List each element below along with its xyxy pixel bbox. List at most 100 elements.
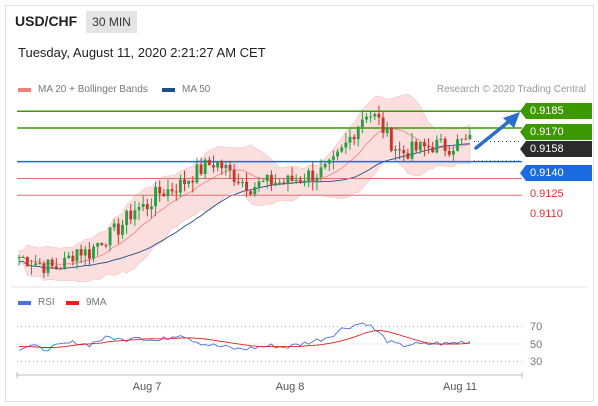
candle-body (42, 263, 46, 273)
candle-body (75, 249, 79, 262)
candle-body (410, 141, 414, 159)
rsi-tick-50: 50 (530, 339, 543, 351)
candle-body (319, 167, 323, 178)
candle-body (104, 245, 108, 247)
price-label-current: 0.9158 (520, 141, 592, 157)
candle-body (418, 142, 422, 151)
candle-body (307, 170, 311, 181)
symbol-title: USD/CHF (15, 13, 78, 29)
copyright-note: Research © 2020 Trading Central (436, 84, 586, 95)
candle-body (145, 204, 149, 210)
candle-body (406, 153, 410, 159)
legend-swatch (18, 300, 31, 305)
candle-body (269, 174, 273, 186)
timeframe-badge[interactable]: 30 MIN (86, 11, 137, 33)
rsi-line (18, 322, 471, 352)
candle-body (21, 257, 25, 259)
candle-body (340, 147, 344, 152)
candle-body (385, 127, 389, 134)
bollinger-band (18, 93, 471, 283)
candle-body (149, 206, 153, 210)
legend-9ma: 9MA (66, 297, 107, 308)
x-tick-aug11: Aug 11 (442, 381, 478, 393)
candle-body (183, 179, 186, 184)
candle-body (224, 165, 228, 169)
candle-body (207, 159, 211, 166)
candle-body (331, 156, 335, 160)
legend-swatch (18, 87, 31, 92)
chart-datetime: Tuesday, August 11, 2020 2:21:27 AM CET (18, 45, 266, 60)
candle-body (282, 182, 286, 184)
candle-body (236, 181, 240, 184)
price-label-support-1: 0.9125 (530, 188, 564, 200)
candle-body (439, 138, 443, 140)
candle-body (125, 210, 129, 225)
candle-body (435, 139, 439, 153)
candle-body (154, 186, 158, 207)
candle-body (365, 116, 368, 120)
price-label-resistance-2: 0.9185 (520, 103, 592, 119)
candle-body (50, 259, 54, 267)
legend-label: 9MA (86, 297, 107, 308)
candle-body (422, 142, 426, 147)
candle-body (443, 138, 447, 151)
candle-body (427, 146, 431, 148)
candle-body (46, 259, 50, 273)
candle-body (253, 187, 257, 195)
legend-label: MA 20 + Bollinger Bands (38, 84, 148, 95)
candle-body (290, 175, 294, 182)
candle-body (468, 134, 472, 140)
chart-widget (5, 5, 594, 402)
candle-body (187, 180, 191, 184)
legend-ma20-bollinger: MA 20 + Bollinger Bands (18, 84, 148, 95)
candle-body (63, 257, 67, 269)
rsi-9ma-line (19, 329, 470, 348)
candle-body (369, 116, 373, 118)
candle-body (67, 255, 71, 258)
candle-body (336, 151, 340, 157)
price-label-resistance-1: 0.9170 (520, 124, 592, 140)
candle-body (464, 138, 468, 140)
candle-body (315, 177, 319, 181)
candle-body (71, 255, 75, 262)
candle-body (158, 186, 162, 194)
candle-body (79, 249, 83, 256)
candle-body (447, 150, 451, 155)
candle-body (311, 170, 315, 181)
candle-body (137, 207, 141, 211)
candle-body (460, 138, 464, 140)
candle-body (389, 127, 393, 151)
candle-body (327, 159, 331, 164)
candle-body (199, 164, 203, 174)
candle-body (274, 183, 277, 186)
legend-swatch (162, 87, 175, 92)
candle-body (414, 141, 418, 151)
candle-body (112, 223, 116, 228)
candle-body (116, 223, 120, 235)
legend-label: RSI (38, 297, 55, 308)
legend-label: MA 50 (182, 84, 211, 95)
candle-body (129, 210, 133, 220)
candle-body (166, 189, 170, 197)
candle-body (92, 246, 95, 259)
candle-body (298, 179, 302, 182)
candle-body (257, 181, 261, 188)
candle-body (58, 268, 62, 270)
candle-body (34, 263, 38, 266)
trend-arrow-shaft (474, 117, 514, 150)
candle-body (38, 263, 42, 265)
candle-body (30, 265, 33, 267)
candle-body (25, 257, 29, 267)
candle-body (261, 181, 265, 183)
candle-body (265, 174, 269, 182)
candle-body (402, 150, 406, 154)
candle-body (228, 165, 232, 170)
candle-body (178, 179, 182, 193)
legend-swatch (66, 300, 79, 305)
candle-body (456, 139, 459, 151)
candle-body (121, 224, 124, 235)
candle-body (240, 181, 244, 184)
candle-body (398, 149, 402, 151)
rsi-tick-30: 30 (530, 356, 543, 368)
